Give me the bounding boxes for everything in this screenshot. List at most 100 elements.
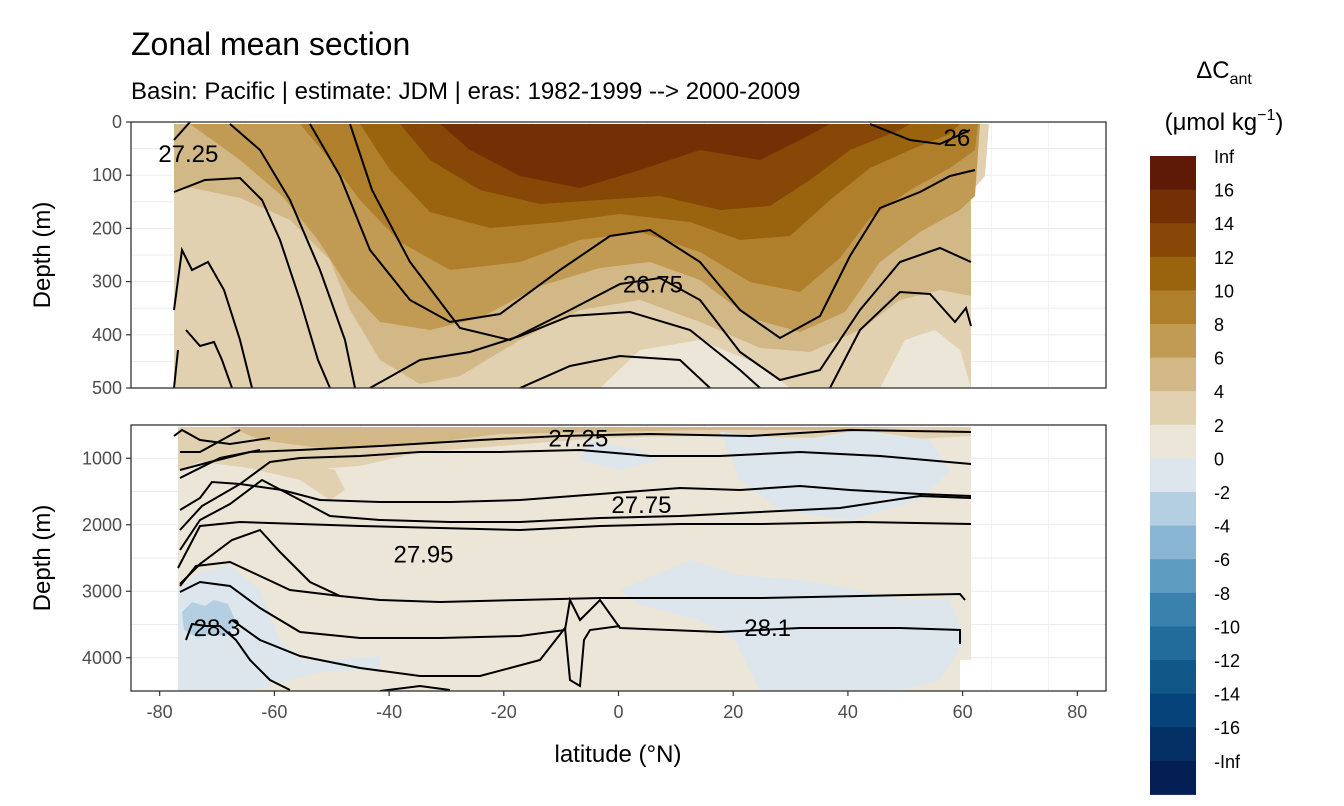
field-band-neg2-0-d (178, 566, 380, 691)
lower-y-axis: 1000 2000 3000 4000 (82, 448, 131, 668)
contour-label: 28.3 (194, 615, 241, 642)
legend-swatch (1150, 357, 1196, 392)
legend-level-label: -10 (1214, 617, 1240, 637)
isopycnal-line (180, 429, 241, 453)
x-tick-label: 60 (953, 702, 973, 722)
isopycnal-line (173, 176, 331, 388)
legend-level-label: -12 (1214, 651, 1240, 671)
legend-swatch (1150, 290, 1196, 325)
legend-swatch (1150, 660, 1196, 695)
legend-swatch (1150, 391, 1196, 426)
chart-title: Zonal mean section (131, 26, 410, 62)
x-tick-label: -20 (491, 702, 517, 722)
legend-level-label: 10 (1214, 281, 1234, 301)
x-axis: -80 -60 -40 -20 0 20 40 60 80 (147, 691, 1087, 722)
legend-level-label: 2 (1214, 416, 1224, 436)
y-tick-label: 3000 (82, 581, 122, 601)
upper-y-axis: 0 100 200 300 400 500 (92, 112, 131, 398)
x-axis-label: latitude (°N) (555, 741, 682, 768)
y-tick-label: 100 (92, 165, 122, 185)
x-tick-label: 20 (723, 702, 743, 722)
isopycnal-line (177, 520, 972, 569)
color-legend: ΔCant (μmol kg−1) Inf 16 14 12 10 8 6 4 2 0 -2 -4 -6… (1150, 57, 1283, 795)
lower-contour-labels: 27.25 27.75 27.95 28.3 28.1 (194, 425, 791, 642)
isopycnal-line (231, 619, 621, 688)
legend-swatch (1150, 223, 1196, 258)
y-tick-label: 400 (92, 325, 122, 345)
isopycnal-line (379, 684, 451, 691)
isopycnal-line (185, 329, 233, 388)
isopycnal-line (519, 354, 711, 388)
x-tick-label: -40 (376, 702, 402, 722)
field-band-2-4-b (240, 462, 345, 500)
isopycnal-line (869, 123, 971, 146)
legend-title: ΔCant (1196, 57, 1252, 88)
legend-swatch (1150, 458, 1196, 493)
isopycnal-line (349, 123, 972, 382)
legend-swatch (1150, 324, 1196, 359)
legend-swatch (1150, 256, 1196, 291)
y-tick-label: 1000 (82, 448, 122, 468)
x-tick-label: -60 (261, 702, 287, 722)
isopycnal-line (369, 310, 761, 388)
legend-swatch (1150, 424, 1196, 459)
legend-level-label: -16 (1214, 718, 1240, 738)
contour-label: 28.1 (744, 615, 791, 642)
contour-label: 27.25 (158, 141, 218, 168)
y-tick-label: 0 (112, 112, 122, 132)
y-tick-label: 200 (92, 218, 122, 238)
isopycnal-line (179, 449, 261, 479)
isopycnal-line (229, 123, 356, 388)
legend-level-label: Inf (1214, 147, 1235, 167)
isopycnal-line (309, 123, 976, 340)
legend-colorbar (1150, 156, 1196, 795)
legend-level-label: 16 (1214, 181, 1234, 201)
legend-level-label: 14 (1214, 214, 1234, 234)
legend-level-label: 0 (1214, 449, 1224, 469)
legend-swatch (1150, 156, 1196, 191)
x-tick-label: 0 (613, 702, 623, 722)
field-band-neg2-0-c (580, 440, 660, 470)
isopycnal-line (173, 428, 271, 446)
y-tick-label: 4000 (82, 648, 122, 668)
legend-swatch (1150, 592, 1196, 627)
isopycnal-line (179, 528, 966, 604)
legend-swatch (1150, 189, 1196, 224)
legend-level-label: 4 (1214, 382, 1224, 402)
legend-level-label: -4 (1214, 517, 1230, 537)
y-tick-label: 300 (92, 272, 122, 292)
legend-level-label: -6 (1214, 550, 1230, 570)
legend-swatch (1150, 626, 1196, 661)
isopycnal-line (179, 580, 961, 644)
y-tick-label: 500 (92, 378, 122, 398)
field-band-14-16 (440, 124, 830, 188)
contour-label: 26.75 (623, 271, 683, 298)
upper-panel: 27.25 26.75 26 (130, 121, 1107, 389)
upper-contour-labels: 27.25 26.75 26 (158, 125, 970, 298)
legend-labels: Inf 16 14 12 10 8 6 4 2 0 -2 -4 -6 -8 -10 -12 -14 -16 -Inf (1214, 147, 1241, 772)
upper-panel-border (130, 121, 1107, 389)
legend-swatch (1150, 525, 1196, 560)
isopycnal-line (173, 122, 191, 141)
legend-level-label: -14 (1214, 685, 1240, 705)
legend-level-label: -8 (1214, 584, 1230, 604)
legend-level-label: 8 (1214, 315, 1224, 335)
legend-level-label: 6 (1214, 349, 1224, 369)
isopycnal-line (829, 290, 972, 388)
isopycnal-line (185, 622, 291, 691)
isopycnal-line (173, 349, 179, 388)
contour-label: 26 (944, 125, 971, 152)
field-band-4-6 (230, 427, 900, 448)
lower-filled-contours (173, 427, 972, 691)
legend-level-label: -Inf (1214, 752, 1241, 772)
legend-unit: (μmol kg−1) (1165, 107, 1284, 136)
field-band-0-2-a (600, 340, 790, 388)
contour-label: 27.95 (393, 542, 453, 569)
legend-swatch (1150, 559, 1196, 594)
lower-y-axis-label: Depth (m) (29, 505, 56, 612)
lower-panel: 27.25 27.75 27.95 28.3 28.1 (130, 424, 1107, 692)
legend-swatch (1150, 492, 1196, 527)
x-tick-label: 80 (1067, 702, 1087, 722)
isopycnal-line (179, 560, 341, 597)
